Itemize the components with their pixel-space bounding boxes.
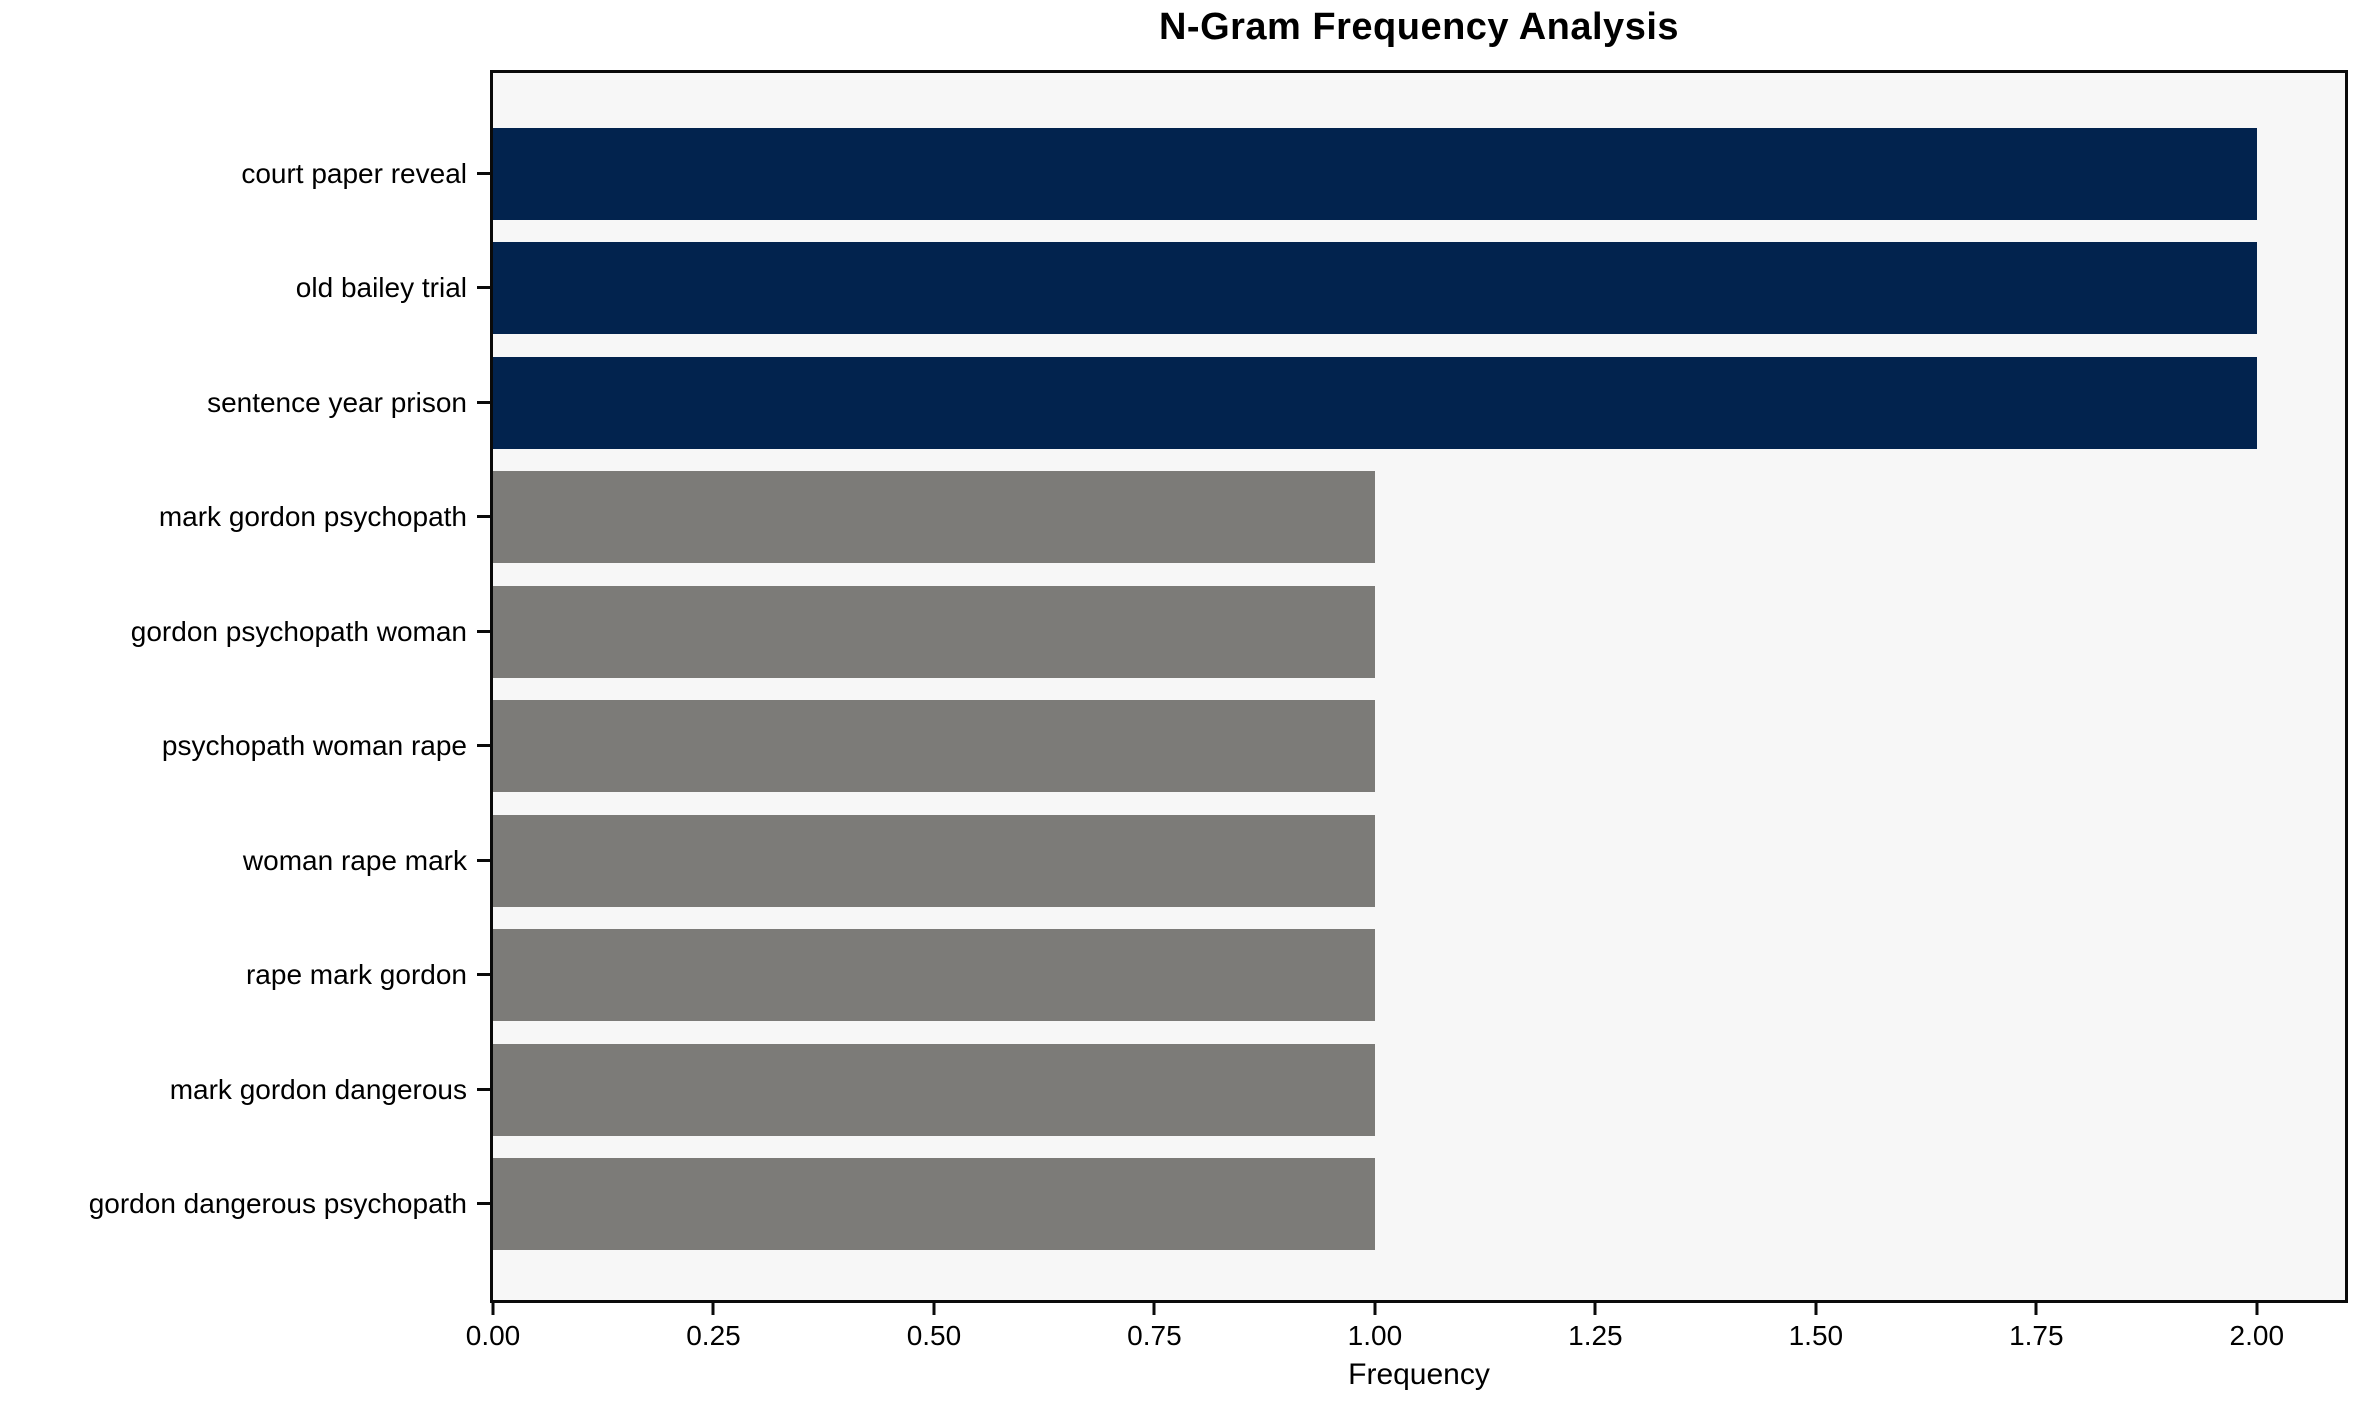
bar [493,1157,1375,1250]
plot-rows: court paper reveal old bailey trial senten… [89,73,2345,1300]
x-tick-mark [1593,1303,1597,1315]
x-tick-label: 1.25 [1568,1320,1623,1351]
y-axis-tick [477,629,490,633]
x-axis-label: Frequency [1348,1358,1490,1391]
x-tick-mark [1373,1303,1377,1315]
y-axis-tick [477,400,490,404]
chart-title: N-Gram Frequency Analysis [1158,6,1680,48]
y-axis-label: psychopath woman rape [161,730,467,762]
y-axis-tick [477,172,490,175]
bar [493,356,2257,449]
y-axis-tick [477,1087,490,1091]
x-tick-mark [2255,1303,2259,1315]
y-axis-tick [477,858,490,862]
x-tick-label: 0.25 [686,1320,741,1351]
bar-row: old bailey trial [296,242,2345,335]
y-axis-tick [477,1201,490,1205]
y-axis-tick [477,744,490,748]
bar-row: rape mark gordon [246,929,2345,1022]
bar-row: psychopath woman rape [162,700,2345,793]
x-tick-mark [1814,1303,1818,1315]
y-axis-tick [477,286,490,290]
bar-row: mark gordon psychopath [159,471,2345,564]
bar-row: sentence year prison [207,356,2345,449]
bar [493,128,2257,220]
y-axis-tick [477,515,490,519]
bar [493,242,2257,335]
bar-row: gordon dangerous psychopath [89,1157,2345,1250]
x-tick-mark [1152,1303,1156,1315]
x-tick-mark [932,1303,936,1315]
x-tick-label: 0.00 [465,1320,521,1351]
x-tick-label: 2.00 [2229,1320,2285,1351]
bar [493,814,1375,907]
x-tick-label: 1.75 [2009,1320,2064,1351]
y-axis-label: rape mark gordon [245,959,467,991]
bar-row: mark gordon dangerous [170,1043,2345,1136]
y-axis-label: gordon psychopath woman [130,615,467,647]
bar-row: gordon psychopath woman [131,585,2345,678]
x-tick-mark [711,1303,715,1315]
x-axis: 0.00 0.25 0.50 0.75 1.00 1.25 1.50 1.75 2.00 [466,1303,2345,1363]
x-tick-label: 0.50 [906,1320,962,1351]
y-axis-label: woman rape mark [242,844,467,876]
x-tick-label: 1.00 [1347,1320,1403,1351]
y-axis-label: mark gordon dangerous [169,1073,467,1105]
plot-area: court paper reveal old bailey trial senten… [89,70,2348,1303]
x-tick-label: 1.50 [1788,1320,1844,1351]
bar [493,1043,1375,1136]
y-axis-label: court paper reveal [241,158,467,189]
bar [493,585,1375,678]
y-axis-label: gordon dangerous psychopath [88,1187,467,1219]
bar-row: court paper reveal [241,128,2345,220]
x-tick-mark [491,1303,495,1315]
y-axis-label: sentence year prison [207,386,467,418]
bar-row: woman rape mark [243,814,2345,907]
y-axis-label: mark gordon psychopath [158,501,467,533]
x-tick-label: 0.75 [1127,1320,1182,1351]
bar [493,929,1375,1022]
y-axis-tick [477,973,490,977]
bar [493,700,1375,793]
x-tick-mark [2034,1303,2038,1315]
bar [493,471,1375,564]
y-axis-label: old bailey trial [295,272,467,304]
